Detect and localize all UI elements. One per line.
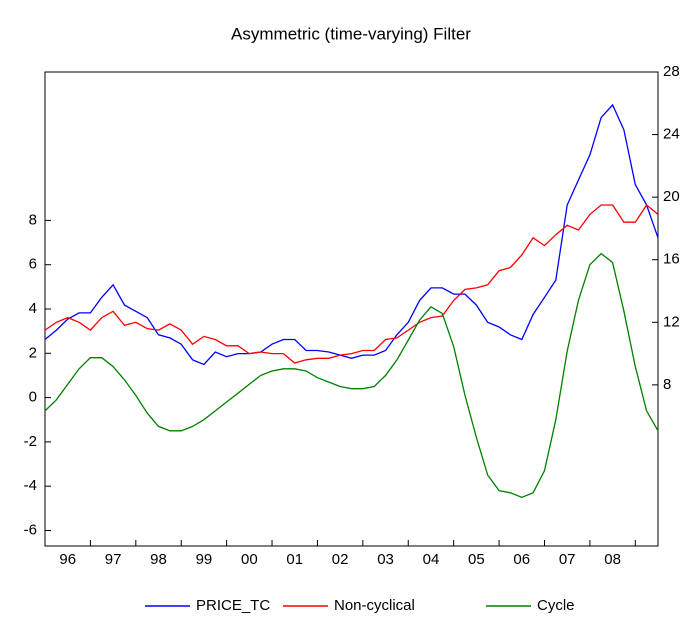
x-tick-label: 98 (150, 551, 167, 568)
x-tick-label: 06 (513, 551, 530, 568)
legend-label: PRICE_TC (196, 597, 270, 614)
x-tick-label: 99 (196, 551, 213, 568)
y2-tick-label: 20 (663, 188, 680, 205)
y-tick-label: 4 (29, 300, 37, 317)
legend-label: Cycle (537, 597, 575, 614)
y2-tick-label: 28 (663, 63, 680, 80)
y2-tick-label: 12 (663, 313, 680, 330)
x-tick-label: 05 (468, 551, 485, 568)
series-line (44, 204, 659, 364)
x-tick-label: 03 (377, 551, 394, 568)
y2-tick-label: 24 (663, 126, 680, 143)
y-tick-label: -6 (24, 521, 37, 538)
x-tick-label: 97 (105, 551, 122, 568)
x-tick-label: 00 (241, 551, 258, 568)
y-tick-label: 2 (29, 344, 37, 361)
chart-title: Asymmetric (time-varying) Filter (231, 24, 471, 43)
x-tick-label: 07 (559, 551, 576, 568)
y-tick-label: 8 (29, 211, 37, 228)
x-tick-label: 04 (423, 551, 440, 568)
y-tick-label: -2 (24, 433, 37, 450)
x-tick-label: 01 (286, 551, 303, 568)
legend-label: Non-cyclical (334, 597, 415, 614)
x-tick-label: 02 (332, 551, 349, 568)
y-tick-label: -4 (24, 477, 37, 494)
x-tick-label: 08 (604, 551, 621, 568)
y-tick-label: 0 (29, 389, 37, 406)
y-tick-label: 6 (29, 256, 37, 273)
series-line (44, 103, 659, 366)
y2-tick-label: 16 (663, 251, 680, 268)
series-line (44, 252, 659, 498)
x-tick-label: 96 (59, 551, 76, 568)
y2-tick-label: 8 (663, 376, 671, 393)
